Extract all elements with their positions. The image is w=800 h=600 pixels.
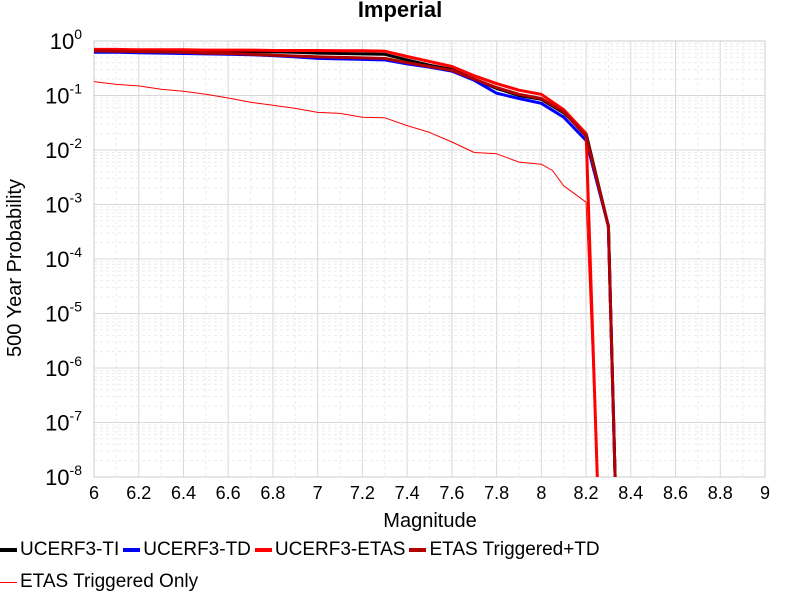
x-tick-label: 6.8 bbox=[260, 483, 285, 503]
legend-item-ucerf3-td: UCERF3-TD bbox=[123, 539, 251, 561]
legend-label-etas-triggered-only: ETAS Triggered Only bbox=[20, 571, 199, 592]
legend-row-1: UCERF3-TI UCERF3-TD UCERF3-ETAS ETAS Tri… bbox=[0, 534, 800, 566]
legend-row-2: ETAS Triggered Only bbox=[0, 566, 800, 598]
chart: Imperial 6 6.2 6.4 6.6 6.8 7 7.2 7.4 7.6 7.8 8 8.2 8… bbox=[4, 0, 770, 532]
series-line-3 bbox=[93, 49, 617, 478]
legend-item-etas-triggered-td: ETAS Triggered+TD bbox=[409, 539, 600, 561]
legend-label-ucerf3-ti: UCERF3-TI bbox=[20, 539, 120, 560]
x-tick-label: 7.8 bbox=[484, 483, 509, 503]
legend-item-ucerf3-etas: UCERF3-ETAS bbox=[254, 539, 406, 561]
y-tick-label: 10-3 bbox=[45, 190, 82, 218]
legend-swatch-etas-triggered-td bbox=[409, 548, 427, 552]
y-tick-label: 10-8 bbox=[45, 462, 82, 490]
x-tick-label: 6 bbox=[89, 483, 99, 503]
y-tick-label: 10-4 bbox=[45, 244, 82, 272]
legend-label-ucerf3-td: UCERF3-TD bbox=[143, 539, 251, 560]
x-tick-label: 8.8 bbox=[708, 483, 733, 503]
x-tick-label: 7.4 bbox=[395, 483, 420, 503]
series-line-2 bbox=[94, 47, 599, 478]
legend-item-etas-triggered-only: ETAS Triggered Only bbox=[0, 571, 198, 593]
x-axis-label: Magnitude bbox=[383, 510, 476, 532]
y-ticks: 100 10-1 10-2 10-3 10-4 10-5 10-6 10-7 10-8 bbox=[45, 26, 82, 490]
y-tick-label: 10-2 bbox=[45, 135, 82, 163]
y-tick-label: 10-7 bbox=[45, 408, 82, 436]
legend-label-etas-triggered-td: ETAS Triggered+TD bbox=[429, 539, 600, 560]
x-tick-label: 7.2 bbox=[350, 483, 375, 503]
legend-item-ucerf3-ti: UCERF3-TI bbox=[0, 539, 119, 561]
x-tick-label: 6.6 bbox=[216, 483, 241, 503]
x-tick-label: 8.2 bbox=[574, 483, 599, 503]
x-tick-label: 8.4 bbox=[618, 483, 643, 503]
series-line-0 bbox=[94, 48, 617, 478]
x-tick-label: 9 bbox=[760, 483, 770, 503]
y-tick-label: 10-6 bbox=[45, 353, 82, 381]
x-ticks: 6 6.2 6.4 6.6 6.8 7 7.2 7.4 7.6 7.8 8 8.2 8.4 8.6 8.8 9 bbox=[89, 483, 770, 503]
legend-swatch-etas-triggered-only bbox=[0, 581, 17, 583]
grid bbox=[93, 41, 766, 478]
legend-swatch-ucerf3-td bbox=[123, 548, 141, 552]
y-axis-label: 500 Year Probability bbox=[4, 179, 26, 357]
x-tick-label: 7.6 bbox=[439, 483, 464, 503]
x-tick-label: 7 bbox=[313, 483, 323, 503]
series-layer bbox=[93, 47, 617, 478]
plot-area bbox=[93, 40, 766, 478]
y-tick-label: 10-1 bbox=[45, 81, 82, 109]
x-tick-label: 8.6 bbox=[663, 483, 688, 503]
x-tick-label: 6.4 bbox=[171, 483, 196, 503]
x-tick-label: 6.2 bbox=[126, 483, 151, 503]
chart-title: Imperial bbox=[358, 0, 442, 22]
legend-swatch-ucerf3-ti bbox=[0, 548, 17, 552]
y-tick-label: 10-5 bbox=[45, 299, 82, 327]
legend: UCERF3-TI UCERF3-TD UCERF3-ETAS ETAS Tri… bbox=[0, 534, 800, 598]
x-tick-label: 8 bbox=[536, 483, 546, 503]
y-tick-label: 100 bbox=[50, 26, 82, 54]
legend-swatch-ucerf3-etas bbox=[254, 548, 272, 552]
legend-label-ucerf3-etas: UCERF3-ETAS bbox=[274, 539, 406, 560]
series-line-4 bbox=[93, 81, 598, 478]
